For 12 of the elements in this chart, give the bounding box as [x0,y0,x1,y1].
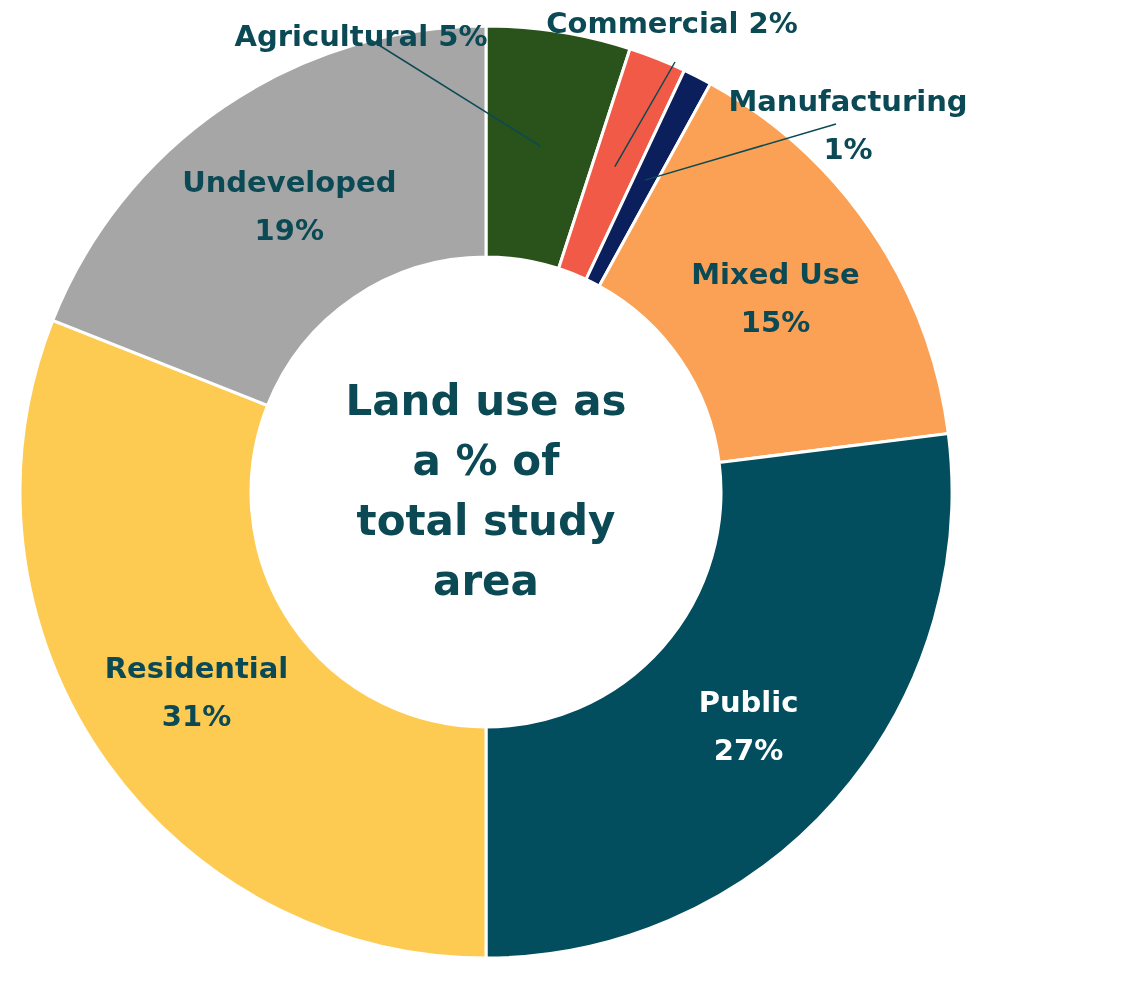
slice-label: Residential [104,650,289,685]
data-label: 27% [713,733,784,768]
data-label: 19% [254,212,324,247]
text: Land use as a % of total study area [345,376,627,605]
data-label: 15% [740,305,811,340]
slice-label: Public [698,685,799,720]
slice-label: Manufacturing [728,84,968,118]
slice-label: Undeveloped [182,164,397,199]
slice-label: Mixed Use [691,257,860,292]
data-label: 1% [823,132,873,166]
slice-label: Commercial 2% [546,6,798,40]
data-label: 31% [161,698,232,733]
